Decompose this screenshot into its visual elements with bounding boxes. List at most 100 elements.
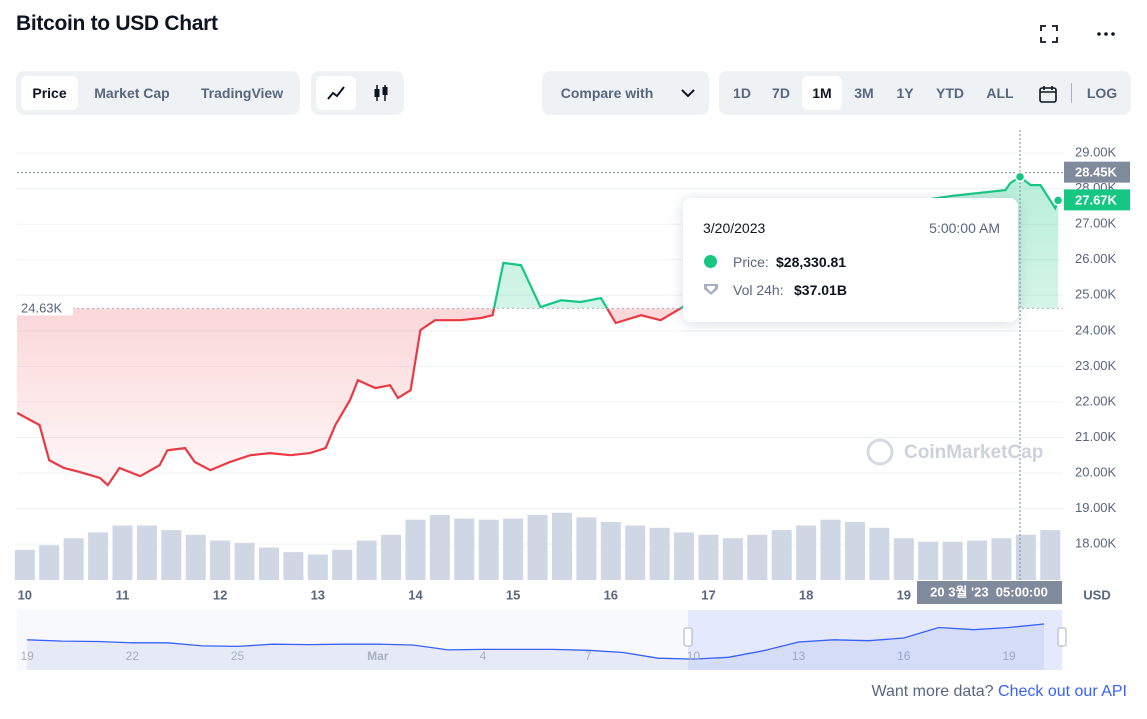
y-unit: USD bbox=[1083, 587, 1110, 602]
volume-bar bbox=[893, 538, 914, 580]
page-title: Bitcoin to USD Chart bbox=[16, 12, 218, 35]
reference-label: 24.63K bbox=[21, 300, 63, 315]
reference-label-bg bbox=[17, 297, 73, 316]
volume-bar bbox=[478, 519, 499, 580]
tab[interactable]: TradingView bbox=[200, 85, 284, 101]
volume-bar bbox=[722, 538, 743, 580]
navigator-handle[interactable] bbox=[1057, 627, 1067, 647]
volume-bar bbox=[991, 538, 1012, 580]
volume-bar bbox=[942, 541, 963, 580]
navigator-tick-label: 25 bbox=[231, 649, 245, 663]
navigator-tick-label: 4 bbox=[480, 649, 487, 663]
fullscreen-icon[interactable] bbox=[1039, 24, 1059, 44]
last-price-badge bbox=[1064, 189, 1130, 211]
volume-bar bbox=[63, 538, 84, 580]
crosshair-x-label: 20 3월 '23 05:00:00 bbox=[930, 584, 1048, 599]
volume-bar bbox=[381, 534, 402, 580]
volume-bar bbox=[185, 534, 206, 580]
volume-bar bbox=[88, 532, 109, 580]
api-link[interactable]: Check out our API bbox=[998, 683, 1127, 700]
compare-dropdown[interactable]: Compare with bbox=[542, 71, 709, 115]
y-tick-label: 29.00K bbox=[1075, 145, 1117, 160]
navigator-handle[interactable] bbox=[683, 627, 693, 647]
tooltip-date: 3/20/2023 bbox=[703, 220, 766, 236]
range-button[interactable]: ALL bbox=[986, 85, 1014, 101]
volume-bar bbox=[503, 518, 524, 580]
volume-bar bbox=[14, 549, 35, 580]
volume-bar bbox=[551, 512, 572, 580]
range-button[interactable]: 7D bbox=[772, 85, 790, 101]
price-dot bbox=[704, 255, 717, 268]
volume-bar bbox=[283, 552, 304, 580]
range-group: 1D 7D 1M 3M 1Y YTD ALL LOG bbox=[719, 71, 1131, 115]
volume-value: $37.01B bbox=[794, 282, 847, 298]
x-tick-label: 18 bbox=[799, 587, 813, 602]
volume-bar bbox=[161, 530, 182, 580]
range-button[interactable]: YTD bbox=[936, 85, 964, 101]
tooltip: 3/20/2023 5:00:00 AM Price: $28,330.81 V… bbox=[683, 198, 1018, 322]
calendar-icon[interactable] bbox=[1038, 84, 1058, 104]
y-tick-label: 26.00K bbox=[1075, 251, 1117, 266]
x-tick-label: 14 bbox=[408, 587, 423, 602]
volume-bar bbox=[747, 534, 768, 580]
volume-bar bbox=[307, 554, 328, 580]
volume-label: Vol 24h: bbox=[733, 282, 784, 298]
price-value: $28,330.81 bbox=[776, 254, 847, 270]
y-tick-label: 24.00K bbox=[1075, 322, 1117, 337]
candle-style-button[interactable] bbox=[363, 76, 399, 110]
crosshair-badge bbox=[1064, 161, 1130, 183]
volume-bar bbox=[844, 522, 865, 580]
more-icon[interactable] bbox=[1096, 24, 1116, 44]
volume-bar bbox=[674, 532, 695, 580]
volume-bar bbox=[820, 519, 841, 580]
navigator-area bbox=[27, 624, 1045, 670]
volume-bar bbox=[625, 525, 646, 580]
volume-bar bbox=[136, 525, 157, 580]
volume-bar bbox=[918, 541, 939, 580]
volume-bar bbox=[1040, 530, 1061, 580]
volume-bar bbox=[600, 522, 621, 580]
volume-bar bbox=[576, 517, 597, 580]
range-button[interactable]: 3M bbox=[854, 85, 874, 101]
line-style-button[interactable] bbox=[316, 76, 356, 110]
log-button[interactable]: LOG bbox=[1086, 85, 1118, 101]
volume-bar bbox=[429, 515, 450, 580]
x-tick-label: 16 bbox=[604, 587, 618, 602]
range-button[interactable]: 1D bbox=[733, 85, 751, 101]
navigator-tick-label: Mar bbox=[367, 649, 389, 663]
crosshair-badge-label: 28.45K bbox=[1075, 165, 1118, 180]
watermark: CoinMarketCap bbox=[904, 442, 1043, 463]
tab[interactable]: Market Cap bbox=[94, 85, 170, 101]
x-tick-label: 15 bbox=[506, 587, 520, 602]
volume-bar bbox=[258, 547, 279, 580]
y-tick-label: 23.00K bbox=[1075, 358, 1117, 373]
last-price-label: 27.67K bbox=[1075, 192, 1118, 207]
volume-bar bbox=[210, 540, 231, 580]
volume-bar bbox=[1015, 534, 1036, 580]
tab[interactable]: Price bbox=[21, 76, 78, 110]
y-tick-label: 22.00K bbox=[1075, 393, 1117, 408]
volume-bar bbox=[39, 545, 60, 580]
tab-group: Price Market Cap TradingView bbox=[16, 71, 300, 115]
y-tick-label: 25.00K bbox=[1075, 287, 1117, 302]
price-marker bbox=[1052, 195, 1064, 206]
volume-bar bbox=[405, 519, 426, 580]
volume-bar bbox=[771, 530, 792, 580]
x-tick-label: 10 bbox=[18, 587, 32, 602]
navigator-line bbox=[27, 623, 1045, 660]
watermark-logo bbox=[866, 438, 894, 466]
price-label: Price: bbox=[733, 254, 769, 270]
volume-icon bbox=[704, 284, 718, 295]
navigator-tick-label: 19 bbox=[20, 649, 34, 663]
chart-style-group bbox=[311, 71, 404, 115]
crosshair-x-badge bbox=[917, 581, 1062, 604]
volume-bar bbox=[112, 525, 133, 580]
range-button[interactable]: 1M bbox=[802, 76, 842, 110]
y-tick-label: 20.00K bbox=[1075, 464, 1117, 479]
range-button[interactable]: 1Y bbox=[896, 85, 914, 101]
x-tick-label: 11 bbox=[116, 587, 130, 602]
navigator-selection bbox=[688, 610, 1062, 670]
footer: Want more data? Check out our API bbox=[871, 683, 1127, 701]
